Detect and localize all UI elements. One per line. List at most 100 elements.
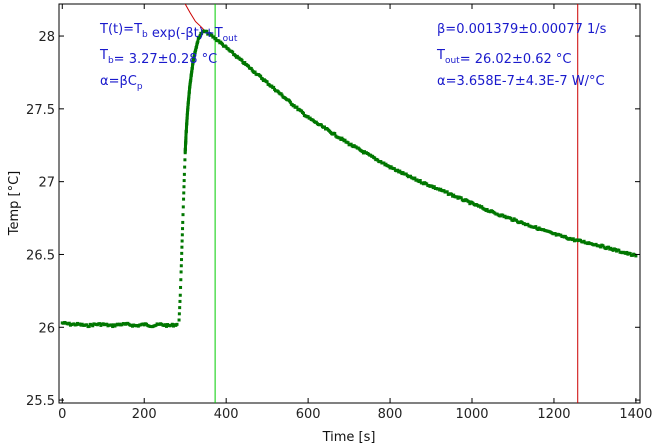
- data-point: [181, 227, 185, 231]
- data-point: [188, 82, 192, 86]
- data-point: [183, 165, 187, 169]
- y-tick-label: 26.5: [26, 248, 55, 263]
- data-point: [182, 185, 186, 189]
- data-point: [186, 102, 190, 106]
- data-point: [180, 233, 184, 237]
- data-point: [190, 70, 194, 74]
- data-point: [182, 179, 186, 183]
- data-point: [534, 225, 538, 229]
- data-point: [231, 50, 235, 54]
- data-point: [480, 205, 484, 209]
- data-point: [184, 139, 188, 143]
- fit-curve: [184, 4, 207, 33]
- data-point: [432, 185, 436, 189]
- data-point: [509, 216, 513, 220]
- data-point: [625, 250, 629, 254]
- data-point: [404, 172, 408, 176]
- data-point: [343, 138, 347, 142]
- data-point: [189, 72, 193, 76]
- data-point: [175, 322, 179, 326]
- data-point: [182, 172, 186, 176]
- data-point: [193, 51, 197, 55]
- data-point: [98, 322, 102, 326]
- data-point: [396, 168, 400, 172]
- data-point: [196, 39, 200, 43]
- data-point: [323, 125, 327, 129]
- data-point: [601, 244, 605, 248]
- data-point: [190, 68, 194, 72]
- data-point: [185, 121, 189, 125]
- data-point: [179, 270, 183, 274]
- data-point: [200, 32, 204, 36]
- data-point: [485, 208, 489, 212]
- data-point: [445, 190, 449, 194]
- data-point: [467, 200, 471, 204]
- data-point: [212, 35, 216, 39]
- data-point: [67, 321, 71, 325]
- data-point: [164, 324, 168, 328]
- data-point: [105, 322, 109, 326]
- data-point: [87, 324, 91, 328]
- data-point: [85, 323, 89, 327]
- plot-marks: [60, 4, 638, 403]
- annotation-left-3: α=βCp: [100, 74, 143, 92]
- data-point: [628, 252, 632, 255]
- data-point: [571, 237, 575, 241]
- data-point: [189, 78, 193, 82]
- data-point: [319, 123, 323, 127]
- data-point: [425, 182, 429, 186]
- data-point: [187, 98, 191, 102]
- annotation-right-2: Tout= 26.02±0.62 °C: [436, 48, 572, 67]
- data-point: [189, 73, 193, 77]
- data-point: [178, 299, 182, 303]
- data-point: [599, 245, 603, 249]
- data-point: [183, 147, 187, 151]
- x-tick-label: 400: [214, 407, 239, 422]
- data-point: [186, 111, 190, 115]
- data-point: [249, 67, 253, 71]
- data-point: [181, 220, 185, 224]
- data-point: [301, 111, 305, 115]
- data-point: [177, 318, 181, 322]
- data-point: [526, 222, 530, 226]
- data-point: [634, 254, 638, 258]
- data-point: [272, 85, 276, 89]
- data-point: [190, 65, 194, 69]
- fit-annotations: T(t)=Tb exp(-βt)+Tout Tb= 3.27±0.28 °C α=β…: [99, 22, 607, 92]
- x-tick-label: 0: [58, 407, 66, 422]
- data-point: [191, 59, 195, 63]
- data-point: [178, 306, 182, 310]
- data-point: [195, 44, 199, 48]
- data-point: [183, 149, 187, 153]
- data-point: [205, 29, 209, 33]
- data-point: [185, 125, 189, 129]
- annotation-right-3: α=3.658E-7±4.3E-7 W/°C: [437, 74, 605, 89]
- data-point: [186, 100, 190, 104]
- data-point: [195, 41, 199, 45]
- data-point: [177, 312, 181, 316]
- data-point: [233, 54, 237, 58]
- x-tick-label: 800: [378, 407, 403, 422]
- y-axis: 25.5 26 26.5 27 27.5 28: [26, 30, 640, 409]
- data-point: [187, 90, 191, 94]
- y-tick-label: 25.5: [26, 394, 55, 409]
- data-point: [188, 84, 192, 88]
- data-point: [613, 247, 617, 251]
- annotation-left-1: T(t)=Tb exp(-βt)+Tout: [99, 22, 238, 44]
- data-point: [392, 167, 396, 171]
- data-point: [418, 179, 422, 183]
- x-tick-label: 1000: [455, 407, 488, 422]
- data-point: [163, 323, 167, 327]
- data-point: [536, 228, 540, 231]
- data-point: [214, 37, 218, 41]
- data-point: [221, 42, 225, 46]
- data-point: [349, 142, 353, 146]
- x-axis-title: Time [s]: [322, 430, 376, 445]
- data-point: [187, 95, 191, 99]
- data-point: [240, 58, 244, 62]
- data-point: [582, 239, 586, 243]
- data-point: [183, 158, 187, 162]
- data-point: [265, 80, 269, 84]
- data-point: [468, 202, 472, 206]
